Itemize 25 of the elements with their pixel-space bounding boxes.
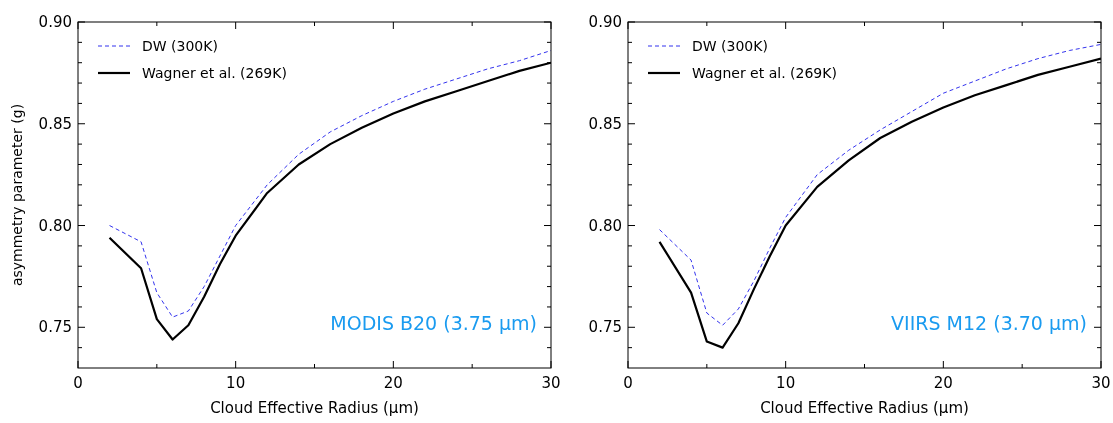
- y-tick-label: 0.75: [38, 318, 72, 337]
- y-tick-label: 0.90: [38, 13, 72, 31]
- y-tick-label: 0.80: [588, 216, 622, 235]
- y-axis-title: asymmetry parameter (g): [9, 103, 25, 287]
- legend-label: Wagner et al. (269K): [142, 65, 287, 81]
- y-tick-label: 0.75: [588, 318, 622, 337]
- x-tick-label: 0: [73, 374, 83, 392]
- x-axis-title: Cloud Effective Radius (μm): [210, 399, 419, 417]
- annotation: MODIS B20 (3.75 μm): [330, 312, 537, 334]
- legend-label: Wagner et al. (269K): [692, 65, 837, 81]
- legend-label: DW (300K): [142, 38, 218, 54]
- x-tick-label: 30: [1091, 374, 1111, 392]
- y-tick-label: 0.80: [38, 216, 72, 235]
- x-tick-label: 20: [933, 374, 953, 392]
- y-tick-label: 0.90: [588, 13, 622, 31]
- x-tick-label: 30: [541, 374, 561, 392]
- x-tick-label: 20: [383, 374, 403, 392]
- annotation: VIIRS M12 (3.70 μm): [891, 312, 1087, 334]
- x-tick-label: 10: [776, 374, 796, 392]
- x-tick-label: 10: [226, 374, 246, 392]
- x-axis-title: Cloud Effective Radius (μm): [760, 399, 969, 417]
- legend-label: DW (300K): [692, 38, 768, 54]
- y-tick-label: 0.85: [38, 114, 72, 133]
- x-tick-label: 0: [623, 374, 633, 392]
- y-tick-label: 0.85: [588, 114, 622, 133]
